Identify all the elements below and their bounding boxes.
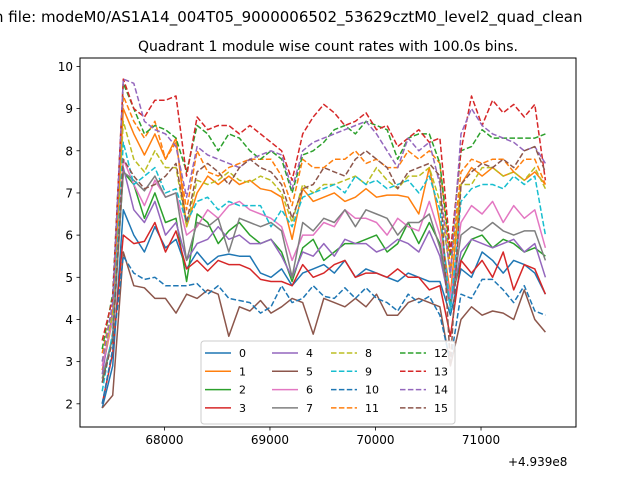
legend-item-10: 10	[331, 384, 379, 397]
chart-title: Quadrant 1 module wise count rates with …	[138, 39, 518, 55]
legend-item-1: 1	[205, 365, 246, 378]
series-line-12	[101, 82, 546, 350]
plot-area	[79, 57, 577, 428]
legend-label: 7	[306, 402, 313, 415]
y-tick-label: 3	[65, 355, 73, 369]
x-tick-label: 69000	[251, 433, 289, 447]
axes-frame	[79, 57, 577, 428]
legend-label: 3	[239, 402, 246, 415]
legend-item-3: 3	[205, 402, 246, 415]
legend-item-13: 13	[400, 365, 448, 378]
legend-item-5: 5	[272, 365, 313, 378]
y-tick-label: 10	[58, 60, 73, 74]
legend-label: 2	[239, 384, 246, 397]
legend-item-14: 14	[400, 384, 448, 397]
legend-label: 6	[306, 384, 313, 397]
legend-item-12: 12	[400, 347, 448, 360]
legend-item-6: 6	[272, 384, 313, 397]
legend-box	[200, 340, 456, 425]
legend-label: 13	[434, 365, 448, 378]
series-line-14	[101, 78, 547, 362]
legend-item-0: 0	[205, 347, 246, 360]
series-line-10	[101, 255, 546, 404]
series-line-9	[101, 141, 547, 392]
x-tick-label: 71000	[462, 433, 500, 447]
y-tick-label: 7	[65, 186, 73, 200]
legend-item-9: 9	[331, 365, 372, 378]
y-tick-label: 8	[65, 144, 73, 158]
legend-item-7: 7	[272, 402, 313, 415]
y-tick-label: 9	[65, 102, 73, 116]
legend-label: 11	[365, 402, 379, 415]
y-tick-label: 2	[65, 397, 73, 411]
legend-item-4: 4	[272, 347, 313, 360]
legend-label: 8	[365, 347, 372, 360]
series-line-4	[101, 166, 547, 375]
series-line-11	[101, 95, 547, 354]
y-tick-label: 6	[65, 229, 73, 243]
legend-item-11: 11	[331, 402, 379, 415]
x-axis: 68000 69000 70000 71000	[145, 427, 500, 447]
series-line-15	[101, 145, 547, 383]
legend-label: 9	[365, 365, 372, 378]
series-line-8	[101, 120, 547, 362]
legend-label: 12	[434, 347, 448, 360]
legend-label: 4	[306, 347, 313, 360]
legend-label: 10	[365, 384, 379, 397]
legend-item-15: 15	[400, 402, 448, 415]
x-tick-label: 68000	[145, 433, 183, 447]
y-tick-label: 4	[65, 313, 73, 327]
y-axis: 2 3 4 5 6 7 8 9 10	[58, 60, 80, 411]
x-tick-label: 70000	[356, 433, 394, 447]
legend-label: 5	[306, 365, 313, 378]
legend-label: 15	[434, 402, 448, 415]
legend-label: 0	[239, 347, 246, 360]
figure-suptitle: n file: modeM0/AS1A14_004T05_9000006502_…	[0, 8, 583, 27]
series-line-7	[101, 171, 547, 379]
legend-label: 1	[239, 365, 246, 378]
series-line-0	[101, 209, 547, 409]
series-line-3	[101, 221, 547, 404]
y-tick-label: 5	[65, 271, 73, 285]
legend-item-8: 8	[331, 347, 372, 360]
series-line-5	[101, 251, 546, 409]
x-axis-offset-label: +4.939e8	[508, 455, 567, 469]
legend-item-2: 2	[205, 384, 246, 397]
legend-label: 14	[434, 384, 448, 397]
series-layer	[101, 78, 547, 409]
series-line-13	[101, 78, 547, 341]
